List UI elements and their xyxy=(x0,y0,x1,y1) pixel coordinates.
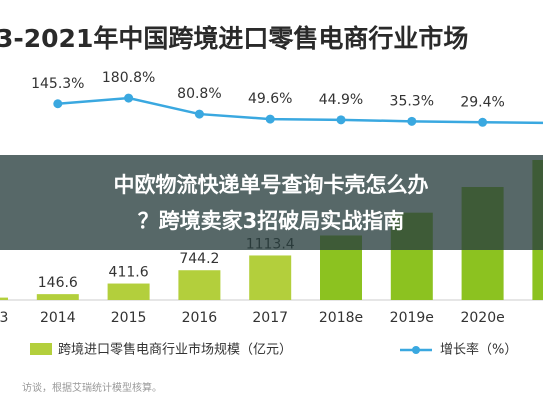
x-tick-label: 2018e xyxy=(319,310,363,326)
rate-label: 145.3% xyxy=(31,76,84,92)
rate-label: 180.8% xyxy=(102,70,155,86)
legend-label: 增长率（%） xyxy=(440,342,517,358)
value-label: 744.2 xyxy=(179,251,219,267)
bar xyxy=(0,297,8,300)
x-tick-label: 2019e xyxy=(390,310,434,326)
x-tick-label: 2014 xyxy=(40,310,76,326)
rate-point xyxy=(265,114,275,124)
x-tick-label: 2017 xyxy=(252,310,288,326)
x-tick-label: 2015 xyxy=(111,310,147,326)
rate-label: 44.9% xyxy=(319,92,363,108)
legend-label: 跨境进口零售电商行业市场规模（亿元） xyxy=(58,342,292,358)
rate-label: 29.4% xyxy=(460,94,504,110)
bar xyxy=(107,283,150,300)
x-tick-label: 3 xyxy=(0,310,8,326)
x-tick-label: 2016 xyxy=(182,310,218,326)
rate-point xyxy=(336,115,346,125)
rate-label: 80.8% xyxy=(177,86,221,102)
rate-point xyxy=(194,109,204,119)
rate-point xyxy=(53,99,63,109)
x-tick-label: 2020e xyxy=(460,310,504,326)
legend-swatch xyxy=(412,346,420,354)
legend-swatch xyxy=(30,343,52,355)
overlay-text: 中欧物流快递单号查询卡壳怎么办 xyxy=(114,173,429,197)
rate-point xyxy=(124,93,134,103)
bar xyxy=(249,255,292,300)
bar xyxy=(178,270,221,300)
rate-label: 35.3% xyxy=(390,93,434,109)
rate-point xyxy=(407,116,417,126)
overlay-text: ？跨境卖家3招破局实战指南 xyxy=(138,209,405,233)
rate-point xyxy=(478,117,488,127)
overlay-banner xyxy=(0,155,543,250)
rate-label: 49.6% xyxy=(248,91,292,107)
rate-line xyxy=(57,96,543,125)
value-label: 146.6 xyxy=(38,275,78,291)
value-label: 411.6 xyxy=(109,265,149,281)
source: 访谈，根据艾瑞统计模型核算。 xyxy=(22,381,162,394)
bar xyxy=(36,294,79,300)
chart-title: 3-2021年中国跨境进口零售电商行业市场 xyxy=(0,24,468,53)
